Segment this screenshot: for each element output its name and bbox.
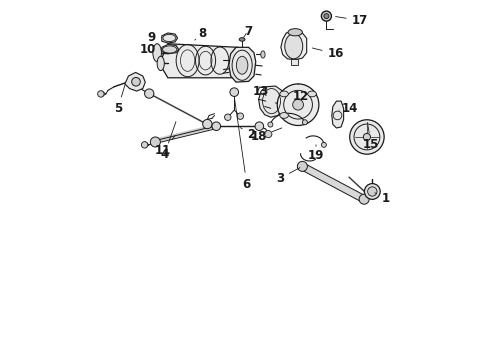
Circle shape: [145, 89, 154, 98]
Polygon shape: [229, 47, 256, 82]
Circle shape: [293, 99, 303, 110]
Polygon shape: [281, 31, 307, 60]
Ellipse shape: [285, 34, 303, 59]
Circle shape: [237, 113, 244, 120]
Text: 9: 9: [147, 31, 162, 44]
Text: 2: 2: [240, 127, 255, 141]
Text: 1: 1: [375, 192, 390, 205]
Text: 7: 7: [244, 25, 252, 38]
Ellipse shape: [261, 51, 265, 58]
Ellipse shape: [280, 113, 289, 118]
Polygon shape: [259, 86, 285, 117]
Circle shape: [265, 131, 272, 138]
Text: 16: 16: [312, 47, 344, 60]
Circle shape: [150, 137, 160, 147]
Text: 17: 17: [336, 14, 368, 27]
Polygon shape: [291, 59, 298, 65]
Text: 8: 8: [195, 27, 207, 40]
Text: 10: 10: [139, 42, 162, 55]
Circle shape: [364, 134, 370, 140]
Circle shape: [141, 141, 148, 148]
Text: 3: 3: [276, 168, 300, 185]
Polygon shape: [162, 44, 179, 54]
Circle shape: [277, 84, 319, 126]
Ellipse shape: [280, 91, 289, 97]
Circle shape: [230, 88, 239, 96]
Circle shape: [297, 161, 307, 171]
Polygon shape: [301, 163, 366, 202]
Text: 19: 19: [308, 145, 324, 162]
Circle shape: [302, 120, 307, 125]
Circle shape: [359, 194, 369, 204]
Circle shape: [147, 90, 153, 98]
Text: 6: 6: [235, 99, 251, 191]
Circle shape: [321, 11, 331, 21]
Text: 14: 14: [339, 103, 358, 116]
Text: 11: 11: [155, 136, 175, 157]
Text: 12: 12: [293, 84, 309, 103]
Circle shape: [350, 120, 384, 154]
Circle shape: [324, 14, 329, 19]
Circle shape: [255, 122, 264, 131]
Circle shape: [321, 142, 326, 147]
Ellipse shape: [308, 91, 317, 97]
Circle shape: [212, 122, 220, 131]
Polygon shape: [162, 33, 177, 43]
Text: 4: 4: [160, 122, 176, 161]
Ellipse shape: [157, 56, 164, 71]
Ellipse shape: [163, 46, 177, 53]
Ellipse shape: [239, 38, 245, 41]
Text: 15: 15: [363, 122, 379, 151]
Text: 13: 13: [253, 85, 270, 98]
Text: 5: 5: [114, 84, 125, 116]
Polygon shape: [162, 44, 242, 78]
Text: 18: 18: [250, 128, 282, 144]
Circle shape: [98, 91, 104, 97]
Ellipse shape: [288, 29, 302, 36]
Polygon shape: [332, 101, 343, 128]
Circle shape: [203, 120, 212, 129]
Circle shape: [224, 114, 231, 121]
Circle shape: [132, 77, 140, 86]
Polygon shape: [125, 72, 146, 91]
Circle shape: [368, 187, 377, 196]
Ellipse shape: [153, 44, 161, 62]
Ellipse shape: [236, 56, 248, 74]
Circle shape: [365, 184, 380, 199]
Circle shape: [268, 122, 273, 127]
